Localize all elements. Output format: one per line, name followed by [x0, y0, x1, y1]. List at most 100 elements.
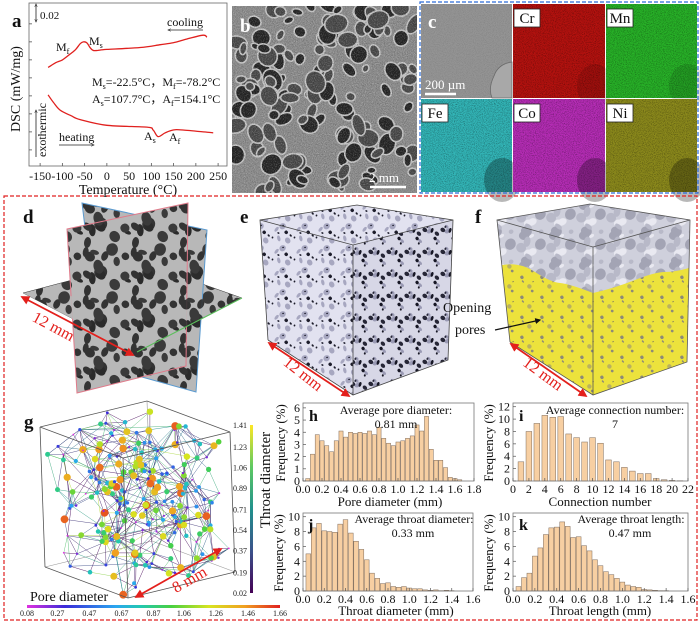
pore-node [135, 477, 139, 481]
throat-edge [198, 469, 209, 488]
x-tick-label: 10 [587, 482, 599, 496]
x-tick-label: 0.4 [338, 592, 353, 606]
pore-node [62, 551, 65, 554]
histogram-bar [362, 433, 368, 482]
particle-shadow [577, 64, 613, 108]
throat-edge [93, 457, 157, 470]
pore-node [217, 556, 220, 559]
pore-node [148, 470, 152, 474]
pore-node [197, 531, 203, 537]
throat-edge [143, 498, 165, 502]
pore-node [74, 504, 78, 507]
x-tick-label: 0 [510, 482, 516, 496]
pore-node [45, 451, 51, 457]
throat-edge [70, 564, 106, 567]
x-tick-label: 1.6 [466, 592, 481, 606]
histogram-bar [603, 571, 609, 592]
pore-node [100, 508, 109, 517]
pore-colorbar-tick-label: 1.46 [241, 609, 255, 618]
x-tick-label: 20 [666, 482, 678, 496]
pore-node [116, 539, 121, 544]
throat-edge [172, 466, 184, 474]
pore-node [142, 440, 147, 445]
x-tick-label: 1.6 [448, 482, 463, 496]
pore-colorbar-tick-label: 1.66 [273, 609, 287, 618]
y-tick-label: 0 [504, 474, 510, 488]
pore-node [148, 440, 152, 444]
sem-scale-bar-label: 2 mm [369, 170, 399, 185]
histogram-bar [400, 440, 406, 482]
throat-edge [107, 412, 126, 423]
cube-edge [122, 457, 129, 599]
throat-edge [182, 472, 205, 500]
particle-region [490, 61, 513, 99]
throat-edge [97, 492, 122, 499]
throat-colorbar-ticks: 1.41 1.23 1.06 0.89 0.71 0.54 0.37 0.19 0.02 [233, 421, 247, 598]
y-tick-label: 4 [294, 425, 300, 439]
map-label-box [421, 103, 449, 123]
histogram-bar [549, 416, 556, 482]
pore-node [112, 480, 117, 484]
histogram-bar [613, 461, 620, 482]
histogram-bar [332, 532, 338, 592]
throat-edge [64, 519, 102, 525]
histogram-bar [386, 442, 391, 482]
dsc-plot-frame [28, 2, 228, 167]
pore-node [146, 408, 154, 415]
dsc-x-tick-label: 100 [142, 169, 160, 183]
throat-edge [105, 536, 117, 566]
histogram-h-title: Average pore diameter: [340, 403, 452, 417]
histogram-bar [367, 430, 372, 482]
throat-edge [135, 522, 148, 525]
pore-node [111, 549, 120, 557]
throat-edge [186, 483, 211, 530]
histogram-bar [614, 578, 620, 592]
pore-colorbar-tick-label: 0.87 [147, 609, 161, 618]
x-tick-label: 0.4 [549, 592, 564, 606]
pore-node [93, 437, 97, 440]
particle-shadow [484, 158, 520, 202]
throat-edge [67, 535, 103, 542]
throat-edge [116, 504, 147, 514]
panel-f-opening-pores-cube: f Opening pores 12 mm [443, 203, 691, 398]
x-tick-label: 1.2 [410, 482, 425, 496]
scale-arrow-d [20, 296, 135, 356]
heating-label: heating [59, 130, 94, 144]
throat-edge [96, 492, 104, 512]
x-tick-label: 0.0 [506, 592, 521, 606]
throat-edge [122, 552, 136, 595]
histogram-bar [645, 473, 652, 482]
pore-node [177, 502, 183, 509]
throat-edge [79, 429, 136, 467]
throat-edge [67, 505, 72, 536]
y-tick-label: 0 [294, 584, 300, 598]
throat-edge [113, 576, 136, 588]
x-tick-label: 1.2 [637, 592, 652, 606]
dsc-x-tick-label: 150 [165, 169, 183, 183]
histogram-h-y-title: Frequency (%) [273, 404, 288, 482]
x-tick-label: 6 [558, 482, 564, 496]
throat-edge [186, 484, 194, 572]
cube-edge [44, 566, 129, 599]
pore-node [101, 530, 107, 536]
throat-colorbar-tick-label: 1.41 [233, 421, 247, 430]
x-tick-label: 2 [526, 482, 532, 496]
pore-node [172, 530, 177, 535]
histogram-h-subtitle: 0.81 mm [375, 417, 418, 431]
x-tick-label: 1.0 [615, 592, 630, 606]
pore-colorbar-tick-label: 0.27 [50, 609, 64, 618]
pore-node [116, 475, 125, 484]
throat-edge [198, 486, 205, 500]
x-tick-label: 12 [603, 482, 615, 496]
pore-colorbar-title: Pore diameter [30, 590, 108, 605]
y-tick-label: 0 [294, 474, 300, 488]
throat-edge [208, 469, 220, 494]
exothermic-label: exothermic [35, 103, 49, 157]
histogram-bar [557, 416, 564, 482]
histogram-bar [543, 534, 549, 592]
throat-edge [63, 429, 81, 455]
pore-node [130, 511, 137, 518]
histogram-bar [548, 527, 554, 592]
pore-node [134, 521, 137, 524]
